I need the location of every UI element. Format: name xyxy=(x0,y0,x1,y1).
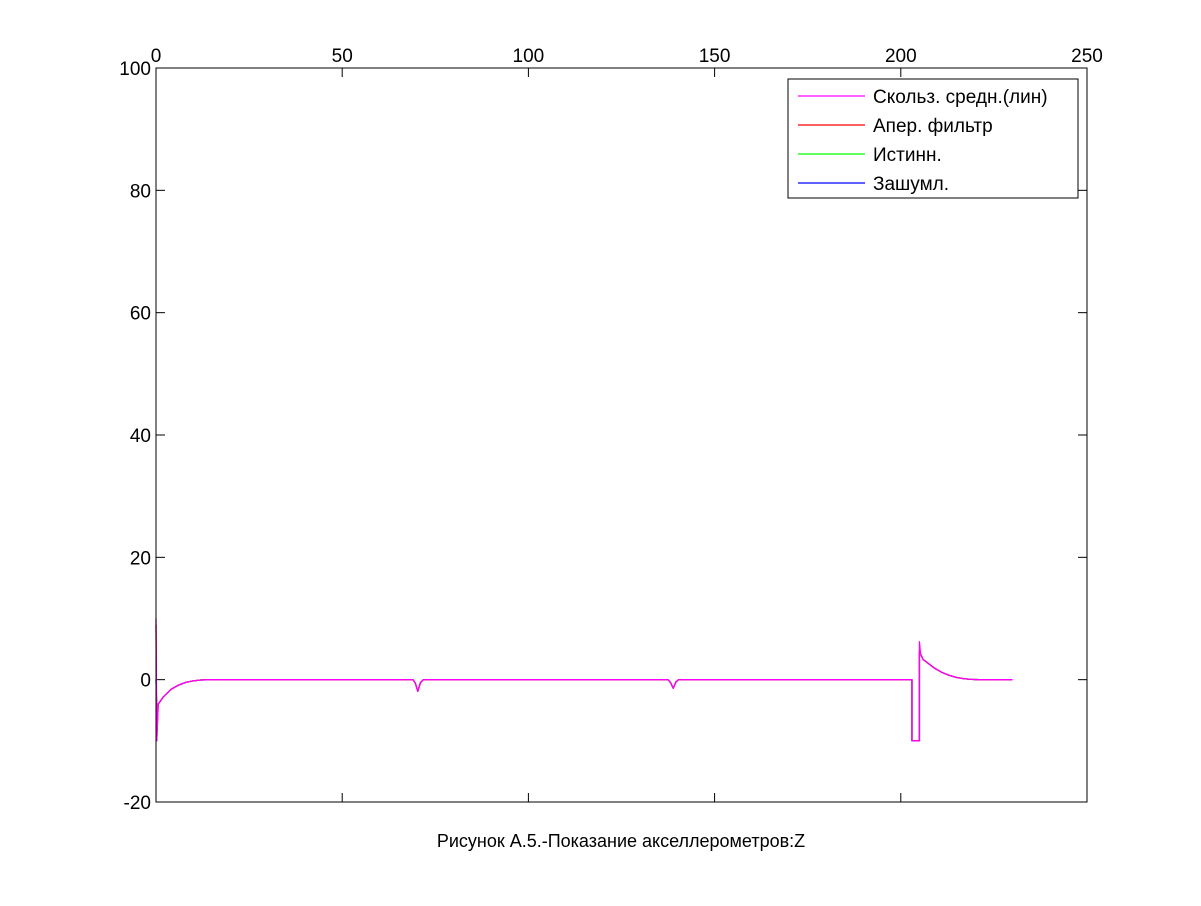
x-tick-label: 200 xyxy=(885,46,917,67)
plot-frame xyxy=(155,67,1088,803)
legend-entry: Апер. фильтр xyxy=(873,116,993,137)
y-tick-label: 0 xyxy=(140,671,151,692)
x-tick-label: 0 xyxy=(151,46,162,67)
x-axis-label: Рисунок А.5.-Показание акселлерометров:Z xyxy=(437,831,805,851)
legend-entry: Зашумл. xyxy=(873,174,949,195)
x-tick-label: 50 xyxy=(332,46,353,67)
legend-entry: Истинн. xyxy=(873,145,942,166)
x-tick-label: 250 xyxy=(1071,46,1103,67)
series-lines xyxy=(155,618,1013,742)
series-line xyxy=(155,618,1013,742)
legend: Скольз. средн.(лин) Апер. фильтр Истинн. За… xyxy=(787,78,1079,199)
x-tick-label: 100 xyxy=(513,46,545,67)
legend-entry: Скольз. средн.(лин) xyxy=(873,87,1048,108)
y-tick-label: 20 xyxy=(130,548,151,569)
y-tick-label: 80 xyxy=(130,181,151,202)
legend-box xyxy=(787,78,1079,199)
y-tick-label: 60 xyxy=(130,304,151,325)
x-tick-label: 150 xyxy=(699,46,731,67)
y-tick-label: 40 xyxy=(130,426,151,447)
y-tick-label: -20 xyxy=(124,793,151,814)
tick-labels: 0 50 100 150 200 250 -20 0 20 40 60 80 100 xyxy=(119,46,1103,814)
y-tick-label: 100 xyxy=(119,59,151,80)
